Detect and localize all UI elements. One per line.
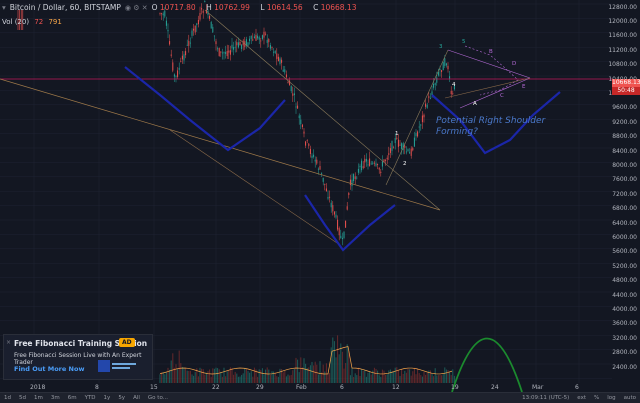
wave-label[interactable]: 2 <box>403 161 407 167</box>
price-tick-label: 3600.00 <box>612 320 637 328</box>
clock: 13:09:11 (UTC-5) <box>522 395 570 401</box>
volume-bars <box>159 335 455 383</box>
wave-label[interactable]: 4 <box>452 82 456 88</box>
wave-label[interactable]: A <box>473 101 477 107</box>
head-curve[interactable] <box>304 194 396 252</box>
range-button[interactable]: 1y <box>103 395 111 401</box>
promo-title: Free Fibonacci Training Session <box>14 339 148 348</box>
price-tick-label: 11200.00 <box>608 46 637 54</box>
price-tick-label: 4400.00 <box>612 291 637 299</box>
time-tick-label: 22 <box>212 384 220 391</box>
time-tick-label: 6 <box>340 384 344 391</box>
range-button[interactable]: All <box>133 395 140 401</box>
price-axis[interactable]: 12800.00 12000.00 11600.00 11200.00 10800.00… <box>608 0 640 392</box>
volume-arc[interactable] <box>451 337 523 393</box>
price-tick-label: 2800.00 <box>612 349 637 357</box>
price-tick-label: 4000.00 <box>612 306 637 313</box>
wave-label[interactable]: B <box>489 49 493 55</box>
ad-badge: AD <box>119 338 135 347</box>
close-icon[interactable]: × <box>6 339 12 346</box>
range-button[interactable]: 6m <box>67 395 77 401</box>
volume-legend: Vol (20) 72 791 <box>2 18 62 26</box>
price-tick-label: 12800.00 <box>608 4 637 11</box>
price-tick-label: 9600.00 <box>612 104 637 112</box>
price-tick-label: 9200.00 <box>612 118 637 126</box>
promo-subtitle: Free Fibonacci Session Live with An Expe… <box>14 352 142 366</box>
price-tick-label: 2400.00 <box>612 363 637 371</box>
countdown-badge: 50:48 <box>612 87 640 95</box>
time-tick-label: 24 <box>491 384 499 391</box>
price-tick-label: 7600.00 <box>612 176 637 184</box>
range-button[interactable]: 1d <box>4 395 11 401</box>
range-button[interactable]: 5d <box>19 395 26 401</box>
scale-option-button[interactable]: % <box>593 395 600 401</box>
price-tick-label: 8000.00 <box>612 162 637 169</box>
wave-label[interactable]: 1 <box>395 131 399 137</box>
time-tick-label: 12 <box>392 384 400 391</box>
wave-label[interactable]: E <box>522 84 526 90</box>
time-tick-label: Feb <box>296 384 307 391</box>
scale-option-button[interactable]: ext <box>577 395 586 401</box>
price-tick-label: 6800.00 <box>612 205 637 213</box>
price-tick-label: 8800.00 <box>612 133 637 141</box>
wave-label[interactable]: 5 <box>462 39 466 45</box>
price-tick-label: 4800.00 <box>612 277 637 285</box>
time-axis[interactable]: 2018 8 15 22 29 Feb 6 12 19 24 Mar 6 <box>0 383 612 393</box>
time-tick-label: 19 <box>451 384 459 391</box>
chart-grid <box>0 0 612 383</box>
range-button[interactable]: YTD <box>84 395 96 401</box>
wave-label[interactable]: 3 <box>439 44 443 50</box>
legend-eye-icon[interactable]: ◉ ⚙ ✕ <box>124 3 148 12</box>
price-tick-label: 5200.00 <box>612 262 637 270</box>
symbol-title[interactable]: Bitcoin / Dollar, 60, BITSTAMP <box>9 3 121 12</box>
time-tick-label: 2018 <box>30 384 46 391</box>
time-tick-label: 8 <box>95 384 99 391</box>
price-tick-label: 8400.00 <box>612 147 637 155</box>
promo-cta-link[interactable]: Find Out More Now <box>14 365 85 373</box>
price-tick-label: 7200.00 <box>612 190 637 198</box>
current-price-badge: 10668.13 <box>612 79 640 87</box>
promo-ad[interactable]: × Free Fibonacci Training Session AD Fre… <box>3 334 153 380</box>
ohlc-values: O 10717.80 H 10762.99 L 10614.56 C 10668… <box>151 3 357 12</box>
trend-line-support[interactable] <box>169 129 341 246</box>
price-tick-label: 3200.00 <box>612 334 637 342</box>
time-tick-label: Mar <box>532 384 544 391</box>
scale-option-button[interactable]: log <box>607 395 616 401</box>
price-tick-label: 6400.00 <box>612 219 637 227</box>
range-button[interactable]: 3m <box>50 395 60 401</box>
price-tick-label: 11600.00 <box>608 32 637 40</box>
scale-option-button[interactable]: auto <box>623 395 636 401</box>
candlesticks <box>17 0 455 246</box>
price-tick-label: 6000.00 <box>612 234 637 241</box>
time-tick-label: 29 <box>256 384 264 391</box>
wave-label[interactable]: C <box>500 93 504 99</box>
trend-line-upper[interactable] <box>204 9 441 211</box>
chart-drawings <box>0 9 612 393</box>
time-tick-label: 15 <box>150 384 158 391</box>
symbol-legend: ▾ Bitcoin / Dollar, 60, BITSTAMP ◉ ⚙ ✕ O… <box>2 3 364 12</box>
wave-label[interactable]: D <box>512 61 517 67</box>
left-shoulder-curve[interactable] <box>124 66 286 152</box>
range-button[interactable]: 5y <box>118 395 126 401</box>
range-button[interactable]: Go to... <box>147 395 168 401</box>
collapse-icon[interactable]: ▾ <box>2 3 6 12</box>
bottom-toolbar: 1d 5d 1m 3m 6m YTD 1y 5y All Go to... 13:09:11 (UT… <box>0 392 640 403</box>
time-tick-label: 6 <box>575 384 579 391</box>
range-button[interactable]: 1m <box>34 395 43 401</box>
annotation-text[interactable]: Potential Right Shoulder Forming? <box>436 116 546 137</box>
price-tick-label: 5600.00 <box>612 248 637 256</box>
price-tick-label: 10800.00 <box>608 61 637 69</box>
right-shoulder-curve[interactable] <box>431 91 561 155</box>
price-tick-label: 12000.00 <box>608 18 637 25</box>
promo-logo-icon <box>98 358 138 374</box>
